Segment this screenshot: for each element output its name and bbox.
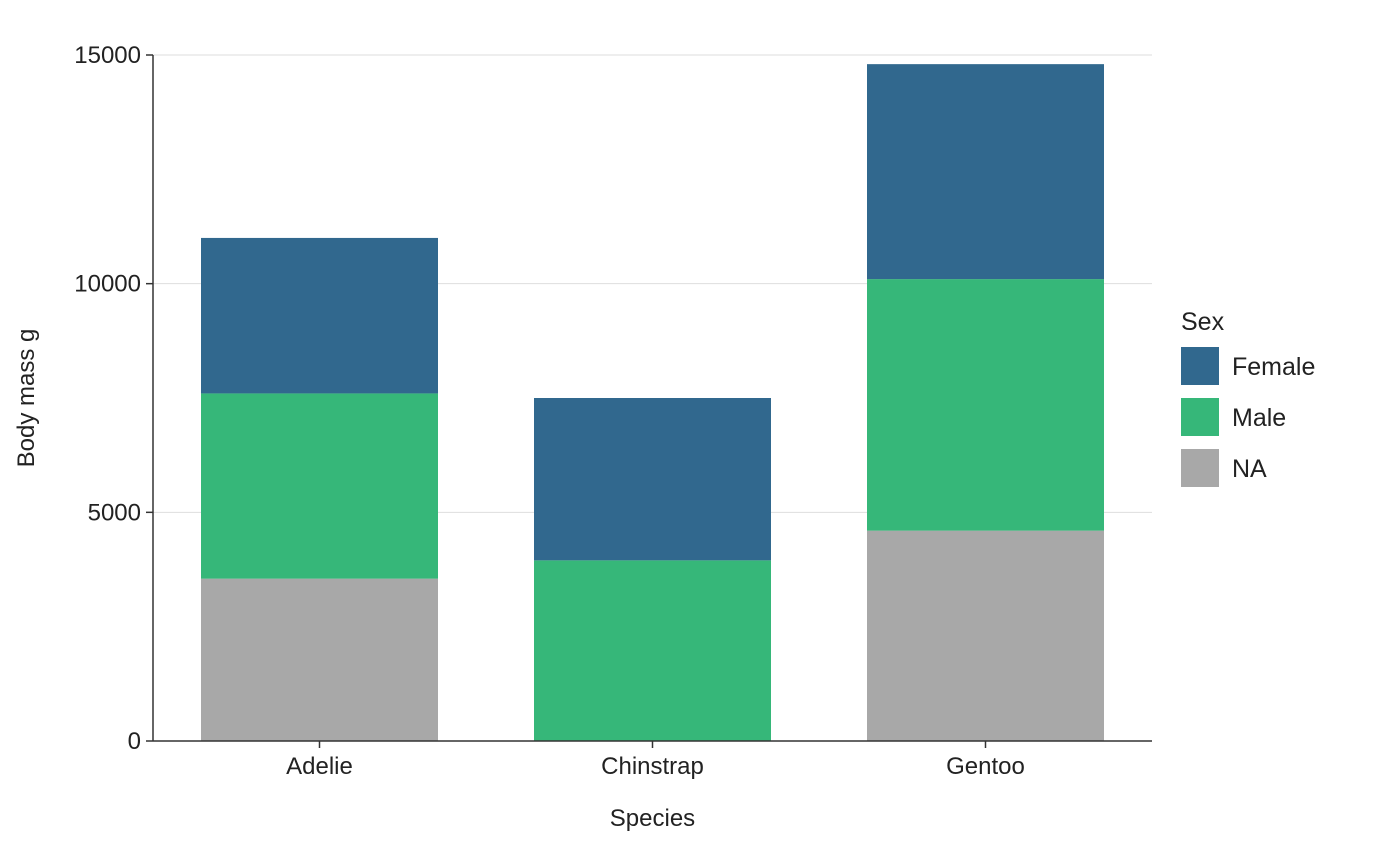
x-axis-title: Species xyxy=(610,805,695,832)
legend-label-female: Female xyxy=(1232,353,1315,381)
legend-title: Sex xyxy=(1181,308,1225,336)
legend-swatch-male xyxy=(1181,398,1219,436)
bar-gentoo-male xyxy=(867,279,1104,531)
bar-group-chinstrap xyxy=(534,398,771,741)
x-tick-label-chinstrap: Chinstrap xyxy=(601,753,704,780)
y-tick-label-5000: 5000 xyxy=(88,499,141,526)
x-ticks: Adelie Chinstrap Gentoo xyxy=(286,741,1025,780)
y-tick-label-0: 0 xyxy=(128,728,141,755)
legend-label-na: NA xyxy=(1232,455,1267,483)
legend-swatch-na xyxy=(1181,449,1219,487)
bar-adelie-na xyxy=(201,578,438,741)
legend: Sex Female Male NA xyxy=(1181,308,1315,487)
bar-gentoo-female xyxy=(867,64,1104,280)
y-tick-label-10000: 10000 xyxy=(74,271,141,298)
x-tick-label-gentoo: Gentoo xyxy=(946,753,1025,780)
bar-adelie-female xyxy=(201,237,438,394)
y-tick-label-15000: 15000 xyxy=(74,42,141,69)
x-tick-label-adelie: Adelie xyxy=(286,753,353,780)
bar-chinstrap-male xyxy=(534,560,771,741)
bars xyxy=(201,64,1104,741)
bar-group-adelie xyxy=(201,237,438,741)
legend-swatch-female xyxy=(1181,347,1219,385)
legend-item-male: Male xyxy=(1181,398,1286,436)
bar-group-gentoo xyxy=(867,64,1104,741)
bar-gentoo-na xyxy=(867,530,1104,741)
bar-chinstrap-female xyxy=(534,398,771,561)
legend-label-male: Male xyxy=(1232,404,1286,432)
y-axis-title: Body mass g xyxy=(13,329,40,468)
legend-item-na: NA xyxy=(1181,449,1267,487)
legend-entries: Female Male NA xyxy=(1181,347,1315,487)
legend-item-female: Female xyxy=(1181,347,1315,385)
y-ticks: 0 5000 10000 15000 xyxy=(74,42,153,755)
bar-adelie-male xyxy=(201,393,438,579)
